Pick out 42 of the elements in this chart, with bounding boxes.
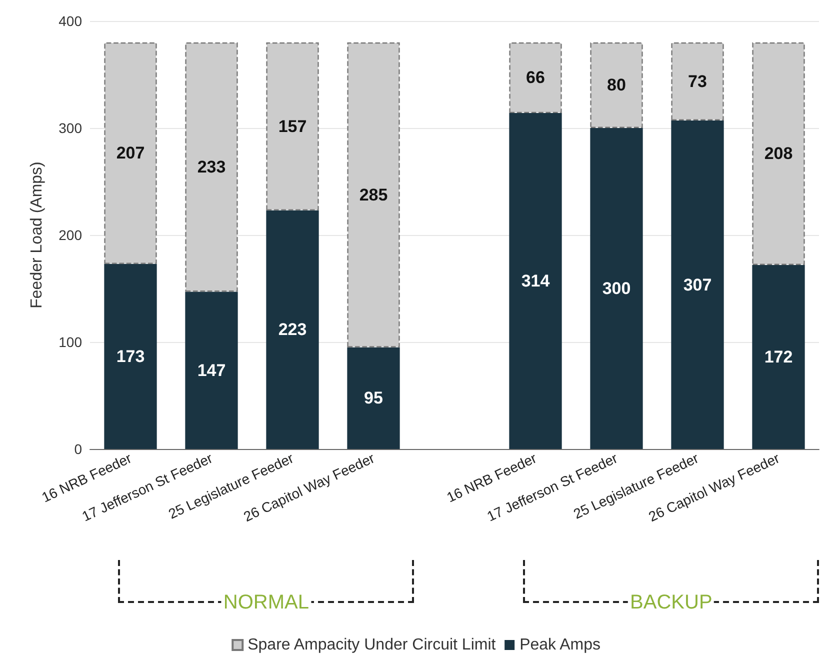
bar	[347, 42, 400, 348]
y-tick-label: 300	[58, 120, 82, 136]
bar	[509, 113, 562, 449]
data-label: 223	[278, 320, 307, 340]
bar	[266, 42, 319, 210]
text: NORMAL	[221, 592, 311, 614]
bar	[590, 42, 643, 128]
data-label: 157	[278, 116, 307, 136]
data-label: 207	[116, 144, 145, 163]
bar	[671, 120, 724, 449]
data-label: 95	[364, 388, 383, 408]
y-tick-label: 200	[58, 227, 82, 243]
bar	[266, 210, 319, 449]
legend-label: Spare Ampacity Under Circuit Limit	[248, 636, 496, 654]
y-tick-label: 400	[58, 13, 82, 29]
bar	[347, 347, 400, 449]
data-label: 314	[521, 272, 550, 291]
bar	[104, 42, 157, 264]
bar	[671, 42, 724, 121]
data-label: 66	[526, 68, 545, 88]
bar	[752, 42, 805, 265]
bar	[590, 128, 643, 449]
bar	[185, 292, 238, 449]
data-label: 80	[607, 76, 626, 95]
y-axis-title: Feeder Load (Amps)	[28, 162, 46, 308]
data-label: 233	[197, 158, 226, 177]
bar	[752, 264, 805, 449]
data-label: 307	[683, 275, 712, 294]
data-label: 172	[764, 347, 793, 366]
data-label: 208	[764, 144, 793, 164]
data-label: 285	[359, 185, 388, 204]
y-tick-label: 0	[74, 441, 82, 457]
data-label: 73	[688, 72, 707, 91]
bar	[185, 42, 238, 292]
legend-label: Peak Amps	[520, 636, 601, 654]
data-label: 147	[197, 360, 226, 380]
bar	[104, 264, 157, 449]
bar	[509, 42, 562, 114]
y-tick-label: 100	[58, 334, 82, 350]
text: BACKUP	[628, 592, 714, 614]
data-label: 300	[602, 279, 631, 298]
data-label: 173	[116, 346, 145, 366]
